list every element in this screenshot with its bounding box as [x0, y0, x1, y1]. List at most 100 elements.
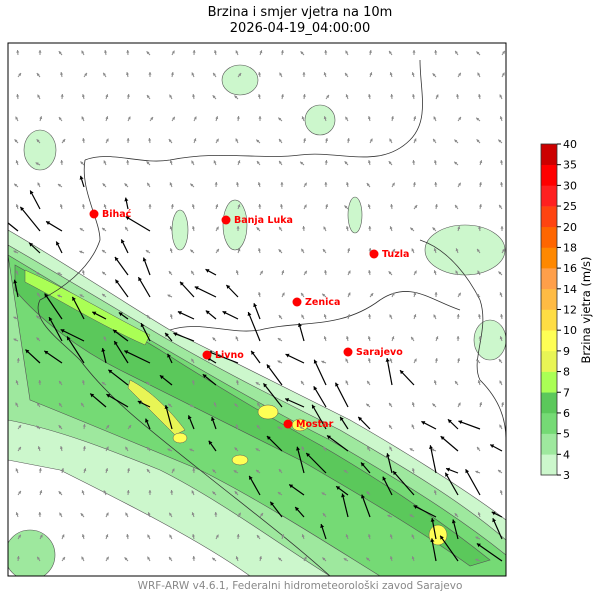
city-marker [202, 350, 212, 360]
wind-arrow [455, 270, 459, 276]
wind-arrow [140, 322, 151, 342]
wind-arrow [124, 350, 151, 364]
city-markers: Bihać Banja Luka Tuzla Zenica Sarajevo Livno M… [89, 209, 409, 430]
wind-arrow [126, 137, 130, 144]
wind-arrow [499, 490, 503, 496]
wind-arrow [80, 512, 85, 518]
wind-arrow [213, 50, 217, 56]
wind-arrow [302, 93, 306, 100]
wind-arrow [368, 313, 372, 320]
colorbar-tick-label: 30 [563, 179, 577, 192]
contour-3 [222, 199, 248, 251]
wind-arrow [434, 357, 438, 364]
wind-arrow [432, 227, 437, 232]
wind-arrow [168, 270, 173, 276]
wind-arrow [280, 49, 284, 56]
country-border [37, 159, 331, 576]
wind-arrow [456, 313, 460, 320]
city-marker [343, 347, 353, 357]
wind-arrow [235, 556, 239, 562]
wind-arrow [147, 534, 151, 540]
wind-arrow [266, 435, 283, 452]
wind-arrow [17, 72, 22, 78]
wind-arrow [439, 535, 459, 562]
wind-arrow [58, 50, 63, 56]
wind-arrow [300, 380, 305, 386]
wind-arrow [105, 138, 109, 144]
wind-arrow [148, 71, 152, 78]
wind-arrow [127, 424, 132, 430]
colorbar-tick-label: 6 [563, 407, 570, 420]
wind-arrow [146, 50, 151, 56]
wind-arrow [102, 72, 107, 78]
wind-arrow [456, 93, 460, 100]
wind-arrow [344, 160, 349, 166]
wind-arrow [225, 284, 239, 298]
city-marker [369, 249, 379, 259]
wind-arrow [300, 51, 305, 56]
wind-arrow [341, 493, 349, 518]
wind-arrow [118, 311, 129, 320]
borders [37, 59, 506, 576]
wind-arrow [191, 512, 195, 518]
wind-arrow [278, 226, 283, 232]
wind-arrow [368, 269, 372, 276]
wind-arrow [478, 181, 482, 188]
wind-arrow [39, 534, 43, 540]
wind-arrow [411, 556, 415, 562]
wind-arrow [303, 270, 308, 276]
wind-arrow [390, 203, 394, 210]
wind-arrow [430, 538, 437, 562]
wind-arrow [391, 248, 396, 254]
wind-arrow [38, 467, 42, 474]
wind-arrow [366, 446, 371, 452]
contour-9 [428, 524, 448, 546]
wind-arrow [326, 434, 349, 452]
wind-arrow [392, 470, 415, 496]
wind-arrow [389, 556, 393, 562]
wind-arrow [127, 116, 131, 122]
wind-arrow [365, 557, 371, 562]
colorbar-band [541, 350, 557, 372]
wind-arrow [82, 445, 86, 452]
wind-arrow [79, 227, 85, 232]
wind-arrow [215, 116, 219, 122]
wind-arrow [433, 160, 437, 166]
wind-arrow [126, 489, 130, 496]
wind-arrow [360, 462, 371, 474]
colorbar-tick-label: 10 [563, 324, 577, 337]
wind-arrow [35, 162, 41, 166]
wind-arrow [81, 270, 85, 276]
wind-arrow [79, 294, 85, 298]
footer-credit: WRF-ARW v4.6.1, Federalni hidrometeorolo… [137, 580, 463, 592]
wind-arrow [112, 329, 129, 342]
wind-arrow [256, 160, 261, 166]
wind-arrow [105, 512, 109, 518]
wind-arrow [457, 182, 462, 188]
wind-arrow [499, 424, 503, 430]
wind-arrow [281, 534, 285, 540]
wind-arrow [284, 398, 305, 408]
wind-arrow [500, 313, 504, 320]
wind-arrow [103, 160, 107, 166]
wind-arrow [167, 353, 173, 364]
wind-arrow [192, 555, 196, 562]
wind-arrow [453, 161, 459, 166]
wind-arrow [367, 534, 371, 540]
colorbar-band [541, 412, 557, 434]
wind-arrow [497, 469, 503, 474]
wind-arrow [476, 248, 481, 254]
wind-arrow [357, 416, 371, 430]
timestamp-line: 2026-04-19_04:00:00 [229, 21, 371, 36]
wind-arrow [389, 72, 393, 78]
wind-arrow [191, 534, 196, 540]
wind-arrow [38, 511, 42, 518]
wind-arrow [164, 405, 173, 430]
wind-arrow [258, 203, 262, 210]
wind-arrow [413, 204, 418, 210]
wind-arrow [17, 424, 22, 430]
wind-arrow [191, 358, 195, 364]
wind-arrow [192, 49, 196, 56]
wind-arrow [430, 518, 437, 540]
contour-3 [171, 209, 189, 251]
